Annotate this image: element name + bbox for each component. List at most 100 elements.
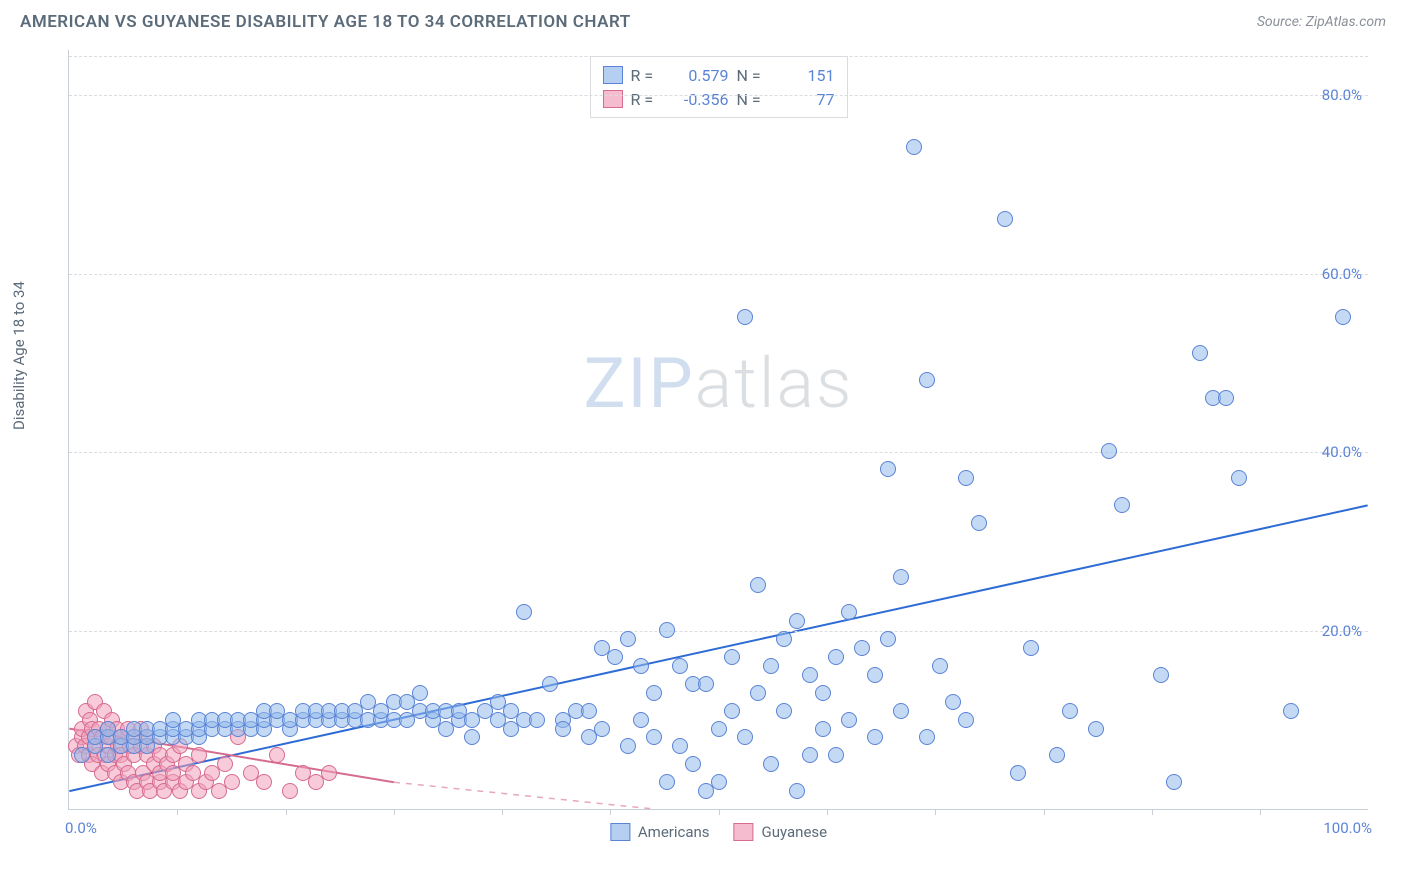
point-americans [555,721,571,737]
point-guyanese [269,747,285,763]
point-americans [529,712,545,728]
point-guyanese [224,774,240,790]
point-americans [815,721,831,737]
x-tick [827,809,828,815]
y-axis-label: Disability Age 18 to 34 [10,281,28,430]
legend-swatch [603,66,623,84]
legend-n-value: 77 [775,90,835,109]
point-americans [646,729,662,745]
point-americans [1023,640,1039,656]
point-americans [1049,747,1065,763]
point-americans [516,604,532,620]
gridline [69,56,1368,57]
point-americans [1192,345,1208,361]
point-americans [919,372,935,388]
point-guyanese [217,756,233,772]
point-americans [633,712,649,728]
point-americans [893,703,909,719]
y-tick-label: 40.0% [1322,443,1362,461]
correlation-legend: R =0.579N =151 R = -0.356 N = 77 [590,56,848,118]
legend-item: Guyanese [734,823,828,841]
point-americans [1101,443,1117,459]
legend-row: R =0.579N =151 [603,63,835,87]
gridline [69,452,1368,453]
point-americans [581,703,597,719]
point-guyanese [321,765,337,781]
point-americans [932,658,948,674]
point-americans [841,604,857,620]
legend-swatch [610,823,630,841]
x-tick [1260,809,1261,815]
point-americans [919,729,935,745]
point-americans [737,309,753,325]
legend-swatch [603,90,623,108]
plot-area: ZIPatlas R =0.579N =151R =-0.356N =77 Am… [68,50,1368,810]
point-americans [412,685,428,701]
point-americans [1166,774,1182,790]
point-americans [893,569,909,585]
legend-n-label: N = [737,66,767,85]
point-americans [607,649,623,665]
point-americans [971,515,987,531]
x-tick [177,809,178,815]
point-americans [1153,667,1169,683]
point-americans [737,729,753,745]
point-americans [880,461,896,477]
point-americans [724,649,740,665]
x-tick [1044,809,1045,815]
point-americans [646,685,662,701]
gridline [69,631,1368,632]
legend-n-label: N = [737,90,767,109]
gridline [69,95,1368,96]
point-americans [542,676,558,692]
x-tick [719,809,720,815]
point-americans [906,139,922,155]
chart-title: AMERICAN VS GUYANESE DISABILITY AGE 18 T… [20,12,631,32]
point-americans [711,774,727,790]
y-tick-label: 80.0% [1322,86,1362,104]
point-americans [763,756,779,772]
point-americans [672,738,688,754]
x-tick [502,809,503,815]
point-americans [776,631,792,647]
point-americans [867,729,883,745]
point-americans [711,721,727,737]
point-americans [1114,497,1130,513]
watermark: ZIPatlas [584,343,854,425]
point-americans [958,470,974,486]
point-americans [1335,309,1351,325]
point-guyanese [282,783,298,799]
point-americans [958,712,974,728]
gridline [69,274,1368,275]
point-americans [620,631,636,647]
legend-row: R = -0.356 N = 77 [603,87,835,111]
point-americans [659,774,675,790]
point-americans [867,667,883,683]
legend-r-label: R = [631,90,661,109]
x-tick-label: 100.0% [1323,819,1372,837]
series-legend: AmericansGuyanese [610,823,827,841]
point-americans [464,729,480,745]
chart-container: Disability Age 18 to 34 ZIPatlas R =0.57… [20,50,1386,850]
x-tick-label: 0.0% [65,819,97,837]
point-americans [620,738,636,754]
point-americans [789,613,805,629]
point-americans [815,685,831,701]
point-guyanese [256,774,272,790]
point-americans [802,747,818,763]
legend-r-value: -0.356 [669,90,729,109]
x-tick [1152,809,1153,815]
point-americans [698,676,714,692]
point-americans [841,712,857,728]
point-americans [594,721,610,737]
point-americans [659,622,675,638]
point-americans [763,658,779,674]
y-tick-label: 60.0% [1322,265,1362,283]
point-americans [1231,470,1247,486]
point-guyanese [191,747,207,763]
point-americans [1088,721,1104,737]
x-tick [610,809,611,815]
point-americans [1283,703,1299,719]
x-tick [286,809,287,815]
y-tick-label: 20.0% [1322,622,1362,640]
